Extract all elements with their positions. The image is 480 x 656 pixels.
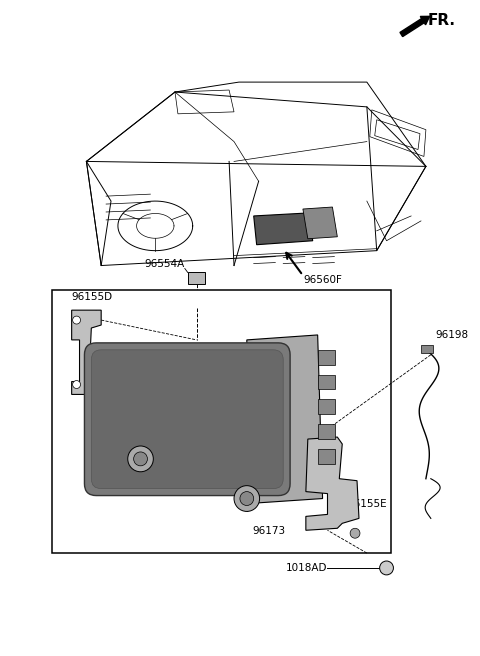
Circle shape bbox=[350, 528, 360, 538]
Bar bbox=[318, 424, 336, 439]
Text: 96198: 96198 bbox=[436, 330, 469, 340]
Bar bbox=[318, 350, 336, 365]
Text: 96560F: 96560F bbox=[303, 276, 342, 285]
Circle shape bbox=[72, 316, 81, 324]
Circle shape bbox=[133, 452, 147, 466]
Bar bbox=[318, 375, 336, 390]
Text: 96554A: 96554A bbox=[144, 258, 185, 268]
Polygon shape bbox=[247, 335, 323, 504]
FancyArrow shape bbox=[400, 16, 430, 37]
Text: FR.: FR. bbox=[428, 13, 456, 28]
Bar bbox=[188, 272, 205, 284]
Polygon shape bbox=[72, 310, 101, 394]
Bar bbox=[52, 291, 392, 553]
FancyBboxPatch shape bbox=[91, 350, 283, 489]
Text: 1018AD: 1018AD bbox=[286, 563, 327, 573]
Text: 96173: 96173 bbox=[252, 526, 285, 537]
Bar bbox=[318, 449, 336, 464]
Circle shape bbox=[380, 561, 394, 575]
Circle shape bbox=[128, 446, 153, 472]
Bar bbox=[421, 345, 433, 353]
Polygon shape bbox=[303, 207, 337, 239]
Text: 96155E: 96155E bbox=[347, 499, 387, 508]
Text: 96155D: 96155D bbox=[72, 292, 113, 302]
Text: 96173: 96173 bbox=[116, 469, 149, 479]
Circle shape bbox=[234, 485, 260, 512]
Polygon shape bbox=[306, 437, 359, 530]
Polygon shape bbox=[254, 213, 313, 245]
Circle shape bbox=[240, 491, 254, 506]
FancyBboxPatch shape bbox=[84, 343, 290, 495]
Bar bbox=[318, 400, 336, 414]
Circle shape bbox=[72, 380, 81, 388]
